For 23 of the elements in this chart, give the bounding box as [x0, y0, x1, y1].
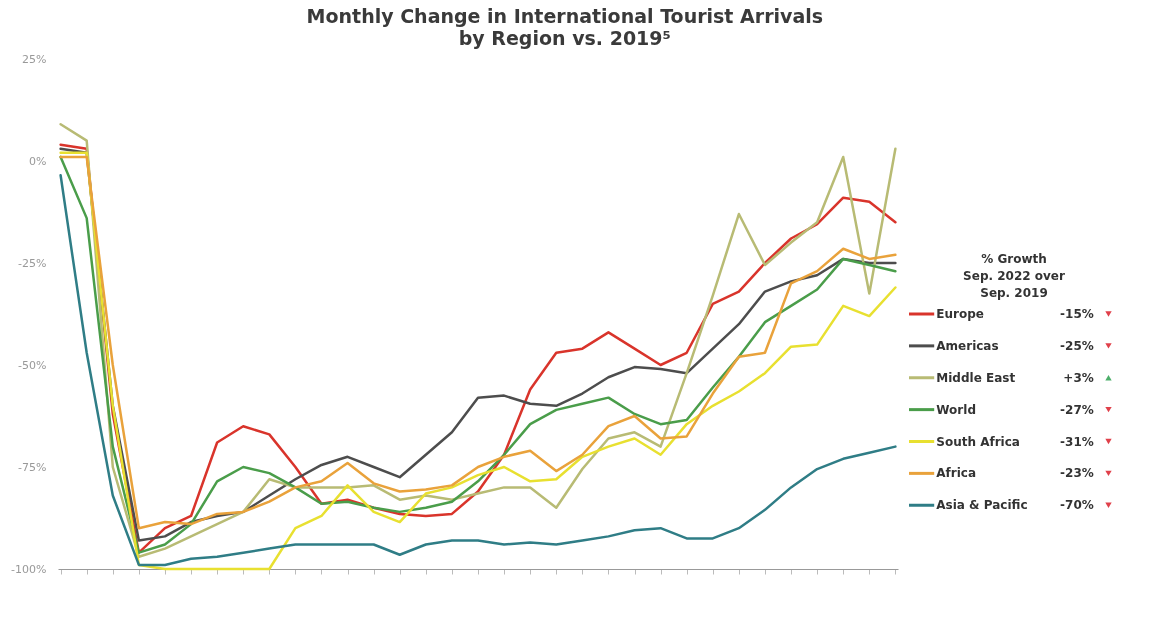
text: -25%	[1060, 338, 1094, 353]
text: +3%	[1063, 370, 1094, 385]
text: -15%	[1060, 307, 1094, 321]
legend-title: % Growth Sep. 2022 over Sep. 2019	[963, 252, 1065, 301]
chart-title: Monthly Change in International Tourist Arrivals	[306, 5, 824, 27]
y-tick-label: -25%	[18, 256, 47, 270]
legend-label: South Africa	[936, 434, 1020, 449]
y-tick-label: 0%	[29, 154, 47, 168]
text: -27%	[1060, 402, 1094, 417]
chart-subtitle: by Region vs. 2019⁵	[458, 27, 671, 49]
text: -31%	[1060, 434, 1094, 449]
legend-label: World	[936, 402, 976, 417]
legend-label: Asia & Pacific	[936, 498, 1028, 513]
text: -70%	[1060, 498, 1094, 513]
y-tick-label: -50%	[18, 358, 47, 372]
text: -23%	[1060, 466, 1094, 481]
y-tick-label: -75%	[18, 460, 47, 474]
legend-label: Middle East	[936, 370, 1016, 385]
legend-label: Americas	[936, 338, 999, 353]
y-tick-label: 25%	[22, 52, 47, 66]
legend-label: Europe	[936, 307, 984, 321]
legend-label: Africa	[936, 466, 977, 481]
y-tick-label: -100%	[11, 562, 47, 576]
